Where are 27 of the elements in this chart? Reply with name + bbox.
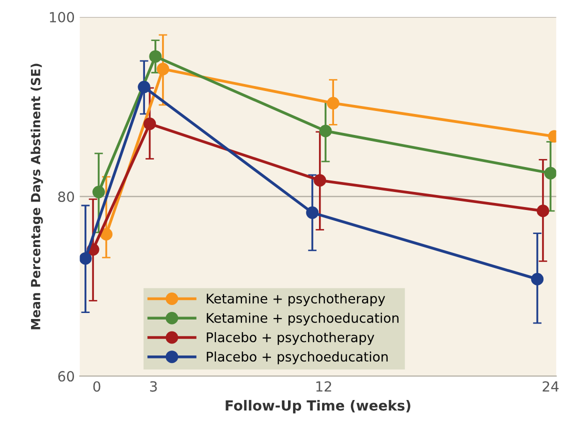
point [138, 80, 150, 94]
legend-label: Ketamine + psychotherapy [206, 293, 386, 306]
y-axis-title: Mean Percentage Days Abstinent (SE) [30, 64, 43, 330]
point [531, 272, 544, 286]
point [544, 166, 556, 180]
point [156, 62, 170, 76]
point [80, 252, 92, 265]
point [143, 118, 156, 130]
legend-label: Placebo + psychoeducation [206, 351, 388, 364]
x-axis-title: Follow-Up Time (weeks) [226, 400, 410, 414]
point [92, 186, 105, 198]
y-tick-label: 80 [58, 191, 74, 202]
x-tick-label: 24 [542, 381, 559, 392]
point [319, 124, 332, 138]
point [149, 50, 162, 63]
x-tick-label: 3 [150, 381, 157, 392]
point [326, 96, 340, 110]
point [536, 204, 550, 218]
y-tick-label: 100 [50, 12, 74, 22]
point [306, 206, 319, 219]
legend-label: Placebo + psychotherapy [206, 332, 374, 345]
point [314, 174, 326, 187]
point [100, 228, 113, 240]
x-tick-label: 0 [93, 381, 100, 392]
x-tick-label: 12 [316, 381, 332, 392]
y-tick-label: 60 [58, 371, 74, 382]
legend-label: Ketamine + psychoeducation [206, 312, 398, 326]
